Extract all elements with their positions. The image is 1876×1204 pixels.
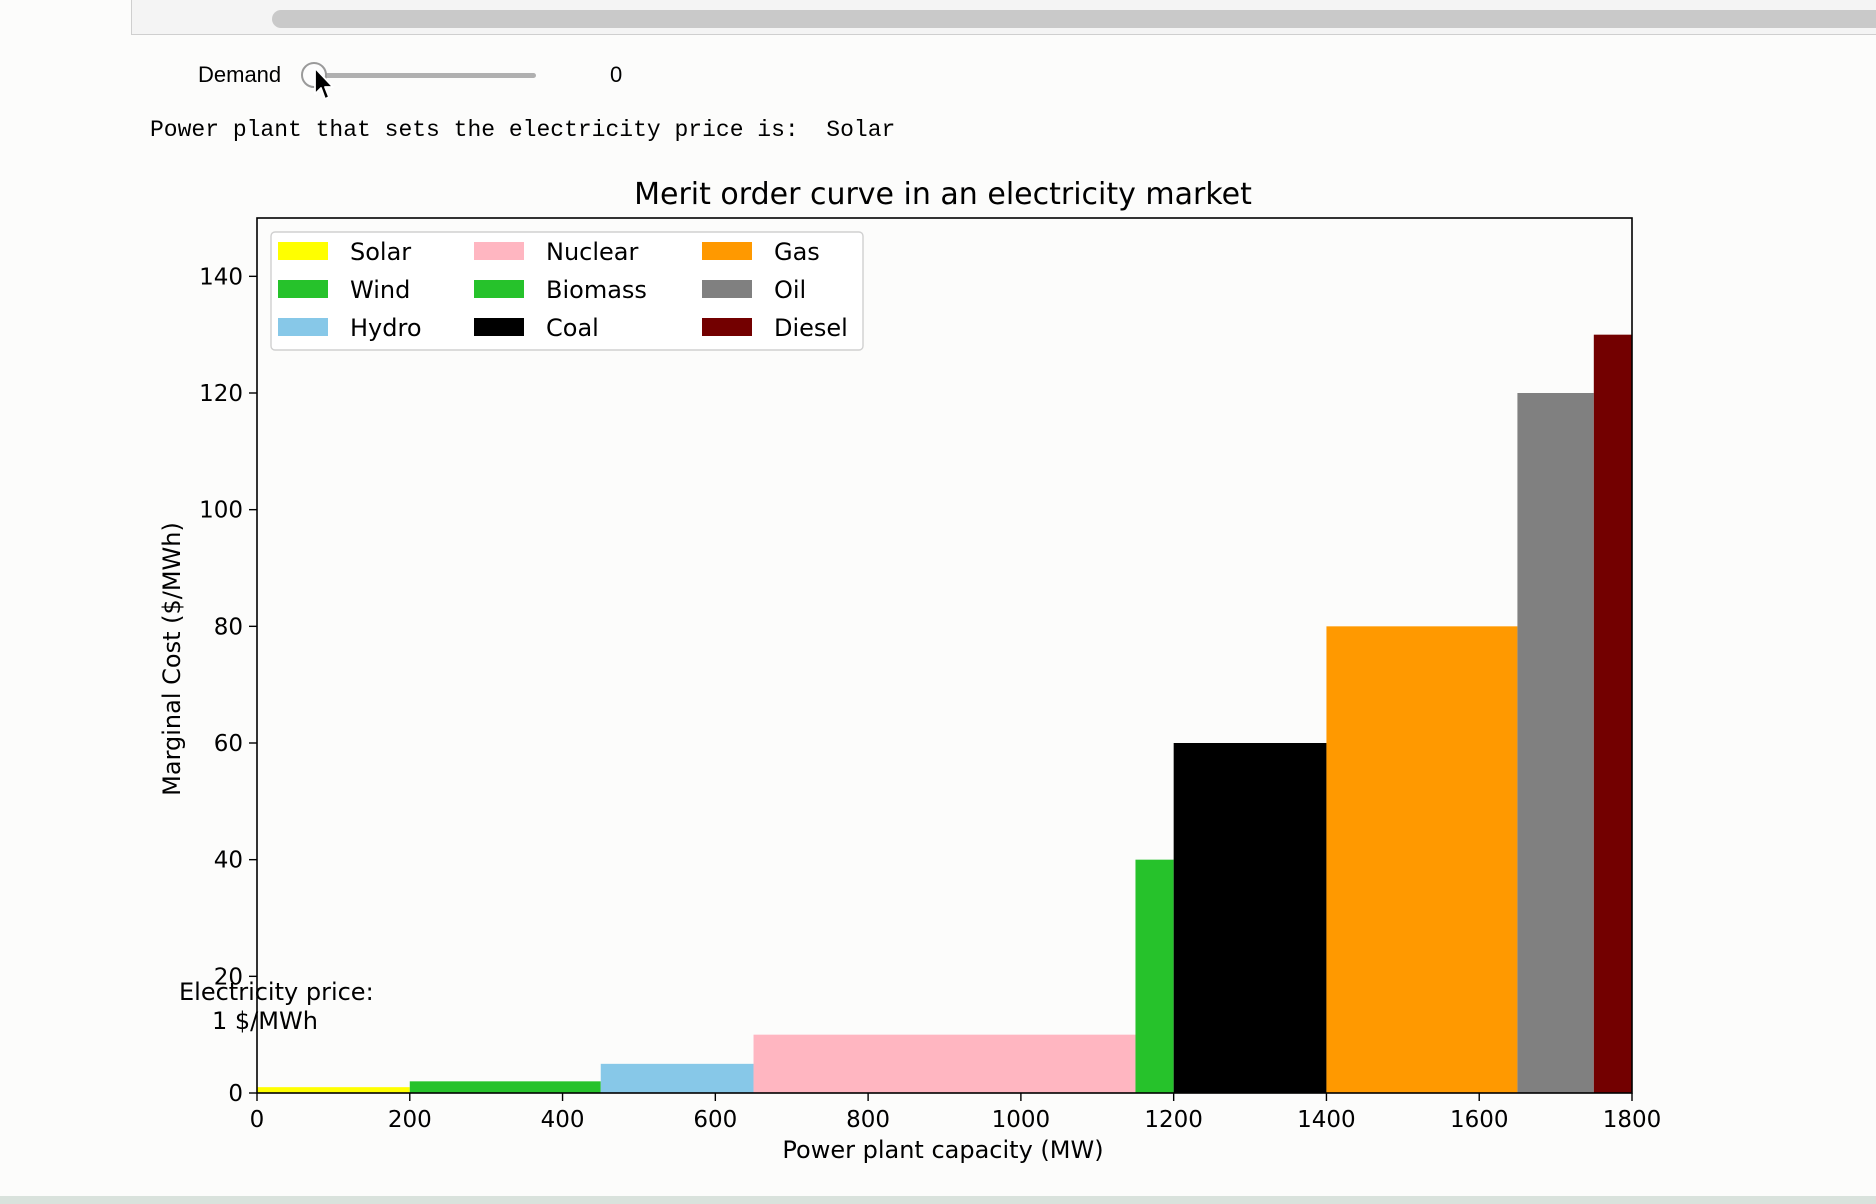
legend-label-diesel: Diesel	[774, 314, 848, 342]
price-annotation-line2: 1 $/MWh	[212, 1007, 318, 1035]
x-tick-label: 1400	[1297, 1107, 1356, 1133]
y-tick-label: 120	[199, 381, 243, 407]
legend-label-oil: Oil	[774, 276, 806, 304]
legend-label-wind: Wind	[350, 276, 410, 304]
x-axis-label: Power plant capacity (MW)	[782, 1136, 1103, 1164]
y-tick-label: 60	[214, 731, 243, 757]
legend-swatch-solar	[278, 242, 328, 260]
x-tick-label: 800	[846, 1107, 890, 1133]
x-tick-label: 1600	[1450, 1107, 1509, 1133]
bar-nuclear	[753, 1034, 1136, 1093]
y-tick-label: 0	[228, 1081, 243, 1107]
bar-biomass	[1135, 859, 1174, 1093]
legend-swatch-diesel	[702, 318, 752, 336]
chart-title: Merit order curve in an electricity mark…	[634, 177, 1252, 212]
legend: Solar Wind Hydro Nuclear Biomass Coal Gas Oil Di…	[270, 231, 864, 351]
legend-label-gas: Gas	[774, 238, 820, 266]
y-tick-label: 40	[214, 848, 243, 874]
legend-swatch-oil	[702, 280, 752, 298]
bar-wind	[409, 1081, 601, 1093]
legend-swatch-gas	[702, 242, 752, 260]
bar-hydro	[600, 1063, 754, 1093]
x-tick-label: 200	[388, 1107, 432, 1133]
plot-frame	[256, 217, 1633, 1094]
legend-swatch-biomass	[474, 280, 524, 298]
legend-label-coal: Coal	[546, 314, 599, 342]
demand-slider-label: Demand	[198, 62, 282, 87]
price-setter-output: Power plant that sets the electricity pr…	[150, 117, 896, 143]
bar-solar	[257, 1087, 410, 1093]
bar-coal	[1173, 743, 1327, 1093]
bar-diesel	[1593, 334, 1632, 1094]
legend-swatch-wind	[278, 280, 328, 298]
y-axis-label: Marginal Cost ($/MWh)	[158, 522, 186, 796]
y-tick-label: 100	[199, 498, 243, 524]
bar-gas	[1326, 626, 1518, 1093]
y-tick-label: 80	[214, 614, 243, 640]
legend-swatch-coal	[474, 318, 524, 336]
legend-swatch-nuclear	[474, 242, 524, 260]
bars-group	[257, 334, 1632, 1094]
legend-label-solar: Solar	[350, 238, 411, 266]
demand-slider-track[interactable]	[316, 73, 536, 78]
y-tick-label: 140	[199, 264, 243, 290]
legend-label-nuclear: Nuclear	[546, 238, 639, 266]
bar-oil	[1517, 393, 1594, 1093]
price-annotation-line1: Electricity price:	[179, 978, 374, 1006]
x-tick-label: 400	[541, 1107, 585, 1133]
x-tick-label: 1800	[1603, 1107, 1662, 1133]
legend-label-hydro: Hydro	[350, 314, 422, 342]
demand-slider-value: 0	[610, 62, 623, 87]
previous-cell-frame	[131, 0, 1876, 35]
x-tick-label: 0	[250, 1107, 265, 1133]
mouse-pointer-icon	[314, 67, 334, 100]
x-tick-label: 600	[693, 1107, 737, 1133]
x-axis-ticks: 0 200 400 600 800 1000 1200 1400 1600 1800	[250, 1093, 1662, 1133]
x-tick-label: 1200	[1144, 1107, 1203, 1133]
y-axis-ticks: 0 20 40 60 80 100 120 140	[199, 264, 257, 1107]
legend-label-biomass: Biomass	[546, 276, 647, 304]
legend-swatch-hydro	[278, 318, 328, 336]
y-tick-label: 20	[214, 964, 243, 990]
bottom-strip	[0, 1196, 1876, 1204]
x-tick-label: 1000	[992, 1107, 1051, 1133]
horizontal-scrollbar[interactable]	[272, 10, 1876, 28]
